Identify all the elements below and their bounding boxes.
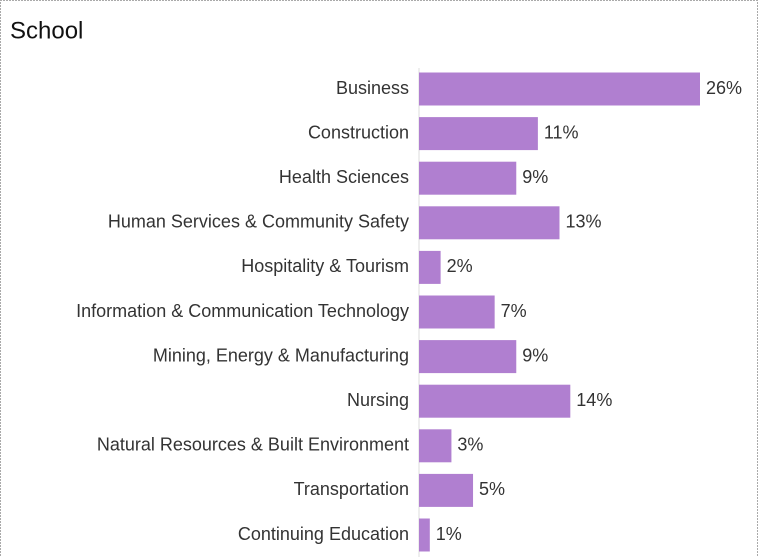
value-label: 1% xyxy=(436,524,462,544)
category-label: Nursing xyxy=(347,390,409,410)
value-label: 9% xyxy=(522,345,548,365)
bar xyxy=(419,72,700,106)
value-label: 11% xyxy=(544,122,579,142)
bar xyxy=(419,429,452,463)
category-label: Mining, Energy & Manufacturing xyxy=(153,345,409,365)
category-label: Natural Resources & Built Environment xyxy=(97,435,409,455)
value-label: 5% xyxy=(479,479,505,499)
category-label: Construction xyxy=(308,122,409,142)
chart-title: School xyxy=(10,17,83,44)
value-label: 7% xyxy=(501,301,527,321)
bar xyxy=(419,206,560,240)
bar xyxy=(419,117,538,151)
bar xyxy=(419,518,430,552)
bar xyxy=(419,340,517,374)
category-label: Human Services & Community Safety xyxy=(108,212,409,232)
value-label: 13% xyxy=(566,212,602,232)
value-label: 26% xyxy=(706,78,742,98)
bar xyxy=(419,250,441,284)
value-label: 14% xyxy=(576,390,612,410)
bar xyxy=(419,161,517,195)
category-label: Information & Communication Technology xyxy=(76,301,409,321)
bar xyxy=(419,384,571,418)
value-label: 9% xyxy=(522,167,548,187)
value-label: 3% xyxy=(457,435,483,455)
bar xyxy=(419,473,474,507)
bar xyxy=(419,295,495,329)
value-label: 2% xyxy=(447,256,473,276)
category-label: Business xyxy=(336,78,409,98)
category-label: Health Sciences xyxy=(279,167,409,187)
category-label: Hospitality & Tourism xyxy=(241,256,409,276)
category-label: Continuing Education xyxy=(238,524,409,544)
category-label: Transportation xyxy=(294,479,409,499)
